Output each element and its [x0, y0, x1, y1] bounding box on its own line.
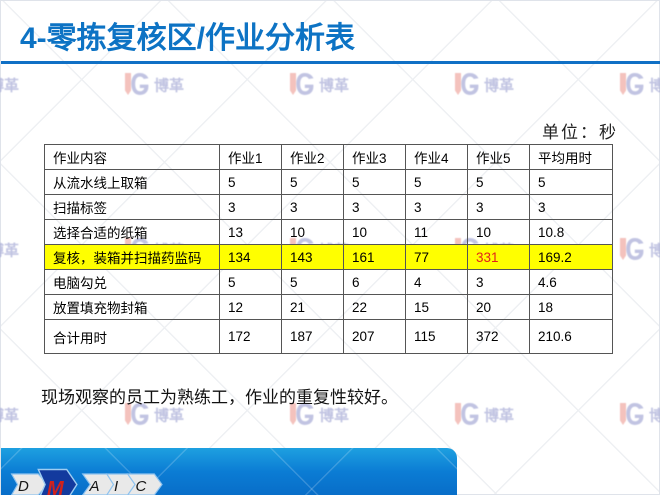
svg-text:D: D [18, 478, 29, 495]
svg-text:I: I [114, 478, 118, 495]
svg-text:博革: 博革 [484, 76, 514, 94]
svg-text:博革: 博革 [319, 406, 349, 424]
svg-text:A: A [89, 478, 100, 495]
svg-text:M: M [47, 478, 65, 495]
svg-text:博革: 博革 [0, 76, 19, 94]
svg-text:博革: 博革 [154, 76, 184, 94]
svg-text:博革: 博革 [649, 76, 660, 94]
svg-text:博革: 博革 [154, 406, 184, 424]
svg-text:博革: 博革 [0, 406, 19, 424]
svg-text:C: C [136, 478, 147, 495]
svg-text:博革: 博革 [649, 406, 660, 424]
svg-text:博革: 博革 [319, 76, 349, 94]
svg-text:博革: 博革 [649, 241, 660, 259]
svg-text:博革: 博革 [0, 241, 19, 259]
svg-text:博革: 博革 [484, 406, 514, 424]
